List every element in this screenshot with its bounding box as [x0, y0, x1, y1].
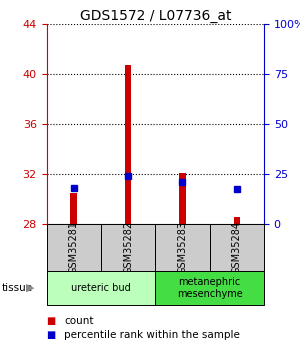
- Title: GDS1572 / L07736_at: GDS1572 / L07736_at: [80, 9, 231, 23]
- Bar: [234, 217, 240, 224]
- Text: ■: ■: [46, 330, 56, 339]
- Text: GSM35284: GSM35284: [232, 221, 242, 274]
- Text: count: count: [64, 316, 94, 326]
- Text: tissue: tissue: [2, 283, 33, 293]
- Text: percentile rank within the sample: percentile rank within the sample: [64, 330, 240, 339]
- Text: ■: ■: [46, 316, 56, 326]
- Bar: [155, 224, 210, 271]
- Bar: [46, 271, 155, 305]
- Bar: [155, 271, 264, 305]
- Text: GSM35281: GSM35281: [69, 221, 79, 274]
- Text: metanephric
mesenchyme: metanephric mesenchyme: [177, 277, 242, 299]
- Bar: [179, 173, 186, 224]
- Text: GSM35282: GSM35282: [123, 221, 133, 274]
- Bar: [46, 224, 101, 271]
- Bar: [70, 193, 77, 224]
- Bar: [101, 224, 155, 271]
- Text: GSM35283: GSM35283: [177, 221, 188, 274]
- Bar: [125, 66, 131, 224]
- Text: ureteric bud: ureteric bud: [71, 283, 131, 293]
- Bar: [210, 224, 264, 271]
- Text: ▶: ▶: [26, 283, 34, 293]
